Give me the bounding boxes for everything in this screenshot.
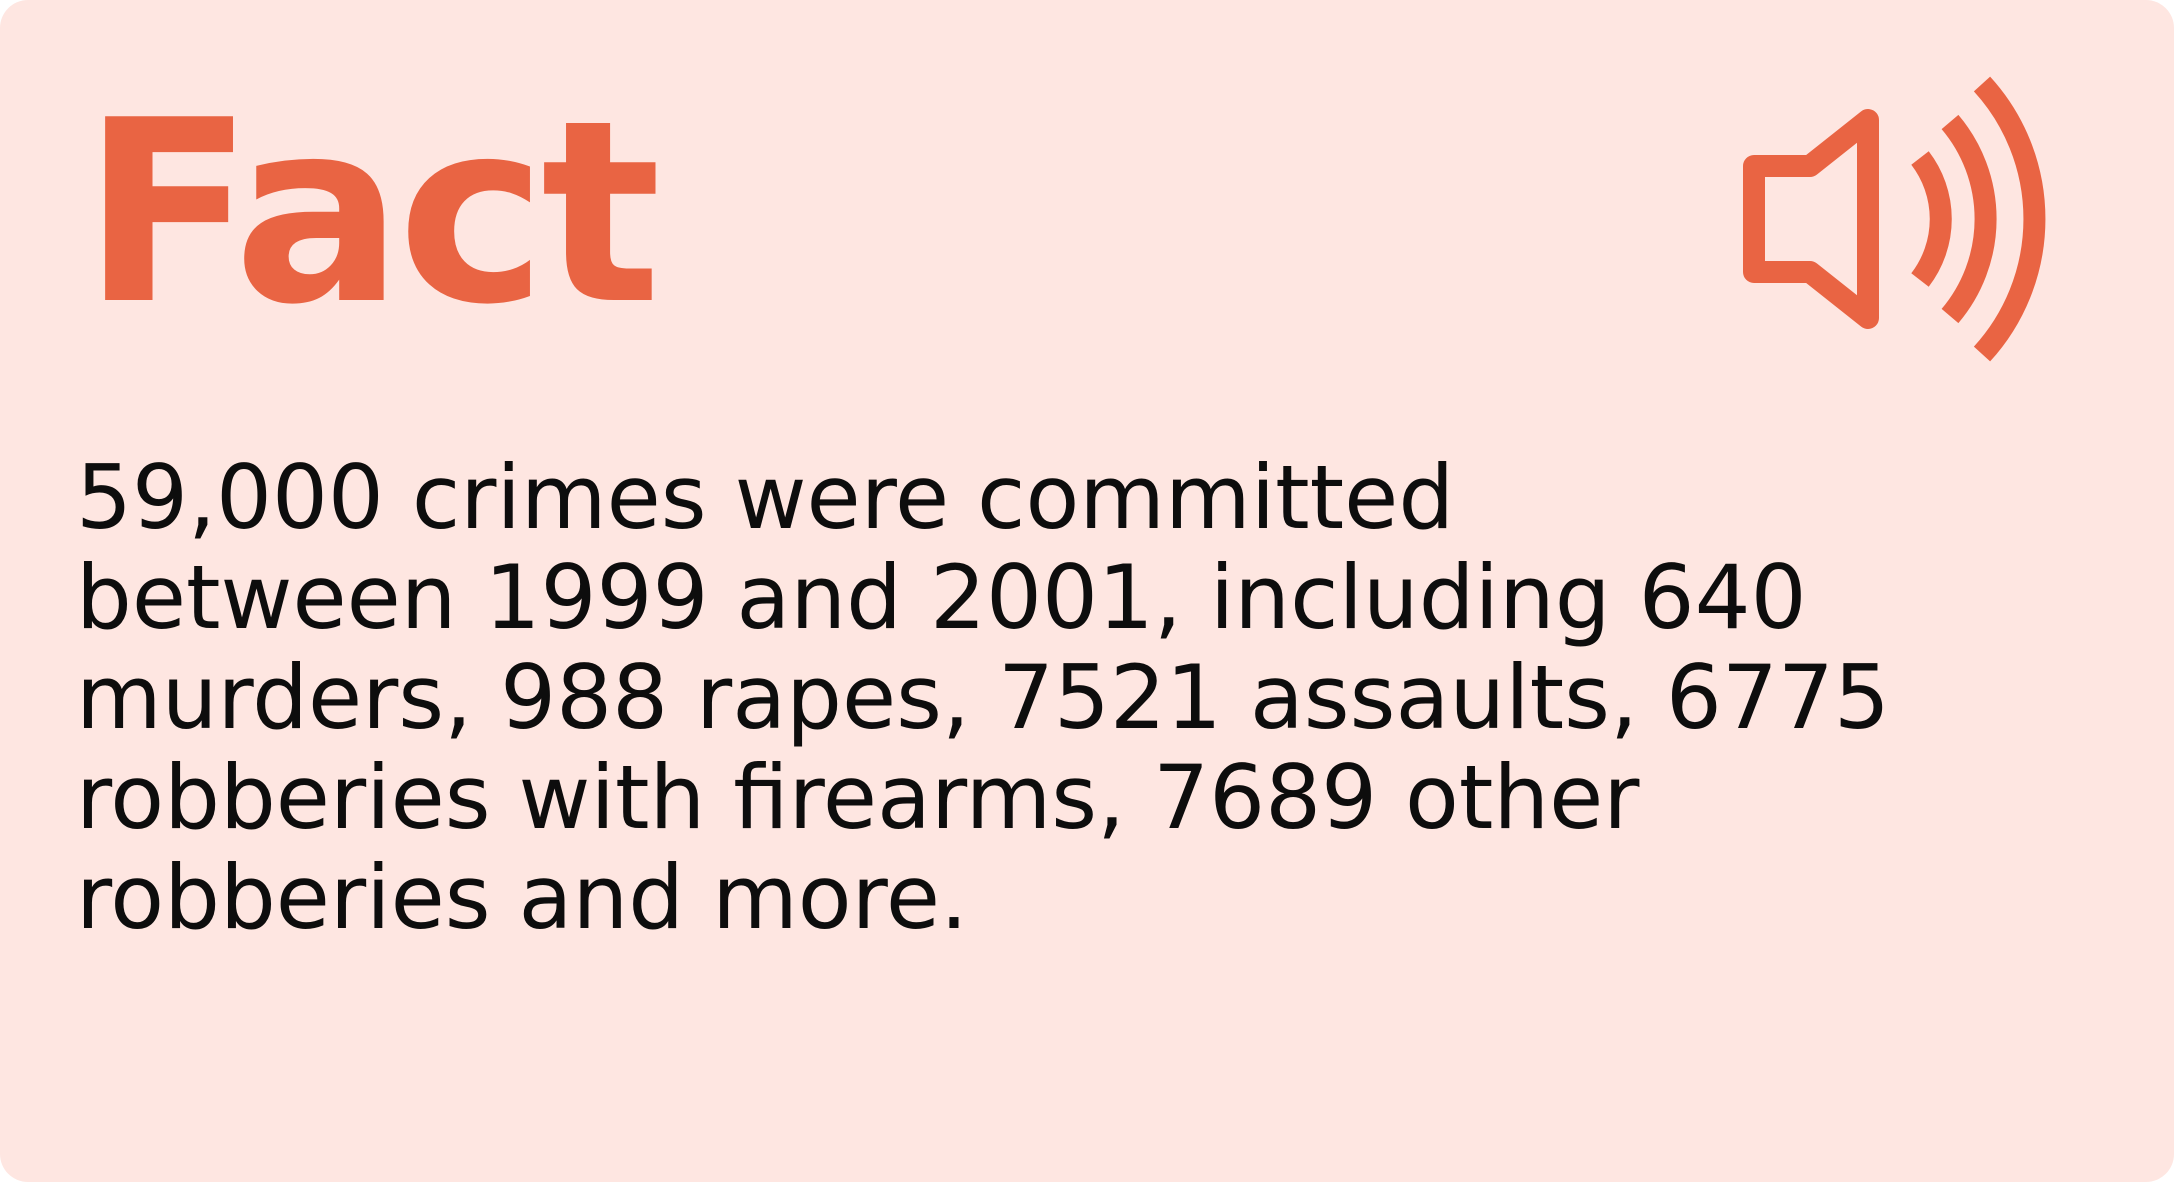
audio-play-button[interactable]: [1738, 70, 2068, 382]
fact-body-line: robberies with firearms, 7689 other: [76, 746, 1640, 849]
fact-body-line: murders, 988 rapes, 7521 assaults, 6775: [76, 646, 1890, 749]
fact-body-line: robberies and more.: [76, 846, 968, 949]
fact-body-line: 59,000 crimes were committed: [76, 446, 1455, 549]
speaker-volume-icon: [1743, 76, 2046, 362]
fact-body-line: between 1999 and 2001, including 640: [76, 546, 1807, 649]
fact-title: Fact: [82, 67, 661, 360]
fact-body: 59,000 crimes were committed between 199…: [76, 448, 2116, 948]
